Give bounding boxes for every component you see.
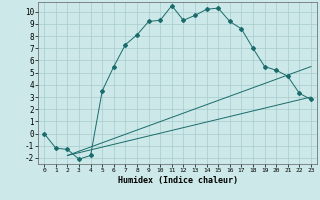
- X-axis label: Humidex (Indice chaleur): Humidex (Indice chaleur): [118, 176, 238, 185]
